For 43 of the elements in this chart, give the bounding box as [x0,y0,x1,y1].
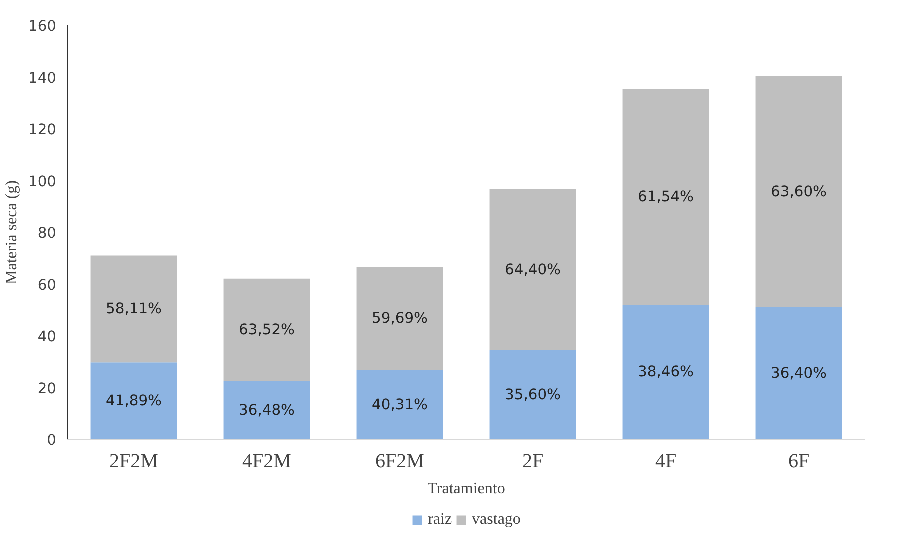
annotation: 61,54% [638,188,694,206]
y-tick-label: 40 [38,328,57,346]
bar [90,256,178,363]
x-tick-label: 2F2M [110,450,159,472]
annotation: 35,60% [505,386,562,404]
annotation: 63,52% [239,321,296,338]
annotation: 36,48% [239,402,296,419]
x-tick-label: 2F [522,450,544,472]
bar [356,370,444,440]
y-tick-label: 60 [38,276,57,294]
bar [622,89,710,305]
x-tick-label: 6F2M [376,450,425,472]
y-tick-label: 80 [38,225,57,242]
x-tick-label: 4F [655,450,677,472]
y-tick-label: 160 [28,18,57,35]
annotation: 36,40% [771,364,828,382]
annotation: 41,89% [106,392,162,410]
annotation: 40,31% [372,396,428,414]
y-tick-label: 120 [28,122,57,138]
annotation: 58,11% [106,300,162,318]
bar [90,362,178,440]
y-tick-label: 0 [47,432,57,449]
legend-label: raiz [428,511,452,529]
bar [224,381,310,440]
bar [224,278,310,382]
y-tick-label: 100 [28,173,57,190]
bar [356,267,444,370]
bar [622,304,710,440]
annotation: 63,60% [771,183,828,200]
y-tick-label: 20 [38,380,57,398]
bar [490,189,576,350]
x-axis-title: Tratamiento [428,480,506,498]
bar [756,76,842,308]
legend-label: vastago [472,511,521,529]
y-axis-title: Materia seca (g) [4,180,21,284]
annotation: 59,69% [372,310,428,328]
y-tick-label: 140 [28,70,57,87]
annotation: 38,46% [638,364,694,381]
bar [756,307,842,440]
bar [490,350,576,440]
x-tick-label: 4F2M [242,450,292,472]
annotation: 64,40% [505,261,562,278]
x-tick-label: 6F [788,450,810,472]
